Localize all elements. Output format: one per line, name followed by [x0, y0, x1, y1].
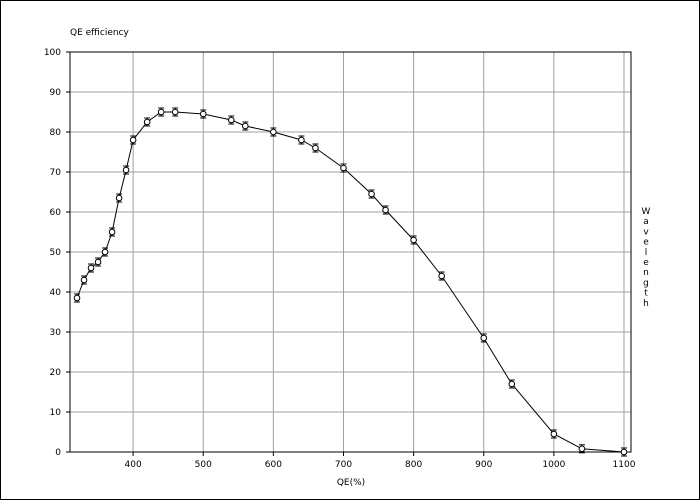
y-tick-label: 60 — [50, 208, 62, 218]
data-point — [340, 164, 347, 172]
data-point — [242, 122, 249, 130]
y-tick-label: 30 — [50, 328, 62, 338]
y-tick-label: 90 — [50, 88, 62, 98]
y-tick-label: 100 — [44, 48, 61, 58]
data-point — [73, 294, 81, 302]
grid — [70, 52, 631, 452]
data-point — [620, 448, 628, 456]
data-point — [157, 108, 165, 116]
x-tick-label: 600 — [265, 460, 282, 470]
y-tick-label: 10 — [50, 408, 62, 418]
y-tick-label: 70 — [50, 168, 62, 178]
data-point — [382, 206, 389, 214]
series-line — [76, 111, 625, 453]
data-point — [550, 430, 558, 438]
x-tick-label: 400 — [125, 460, 142, 470]
x-tick-label: 700 — [335, 460, 352, 470]
data-point — [115, 194, 123, 202]
y-tick-label: 0 — [55, 448, 61, 458]
data-point — [438, 272, 445, 280]
data-point — [298, 136, 305, 144]
data-point — [143, 118, 151, 126]
chart-title: QE efficiency — [70, 28, 130, 38]
data-point — [171, 108, 179, 116]
data-point — [578, 445, 586, 453]
data-point — [129, 136, 137, 144]
y-tick-label: 40 — [50, 288, 62, 298]
x-tick-label: 800 — [405, 460, 422, 470]
x-axis-label: QE(%) — [337, 478, 365, 488]
data-point — [480, 334, 488, 342]
y-tick-label: 80 — [50, 128, 62, 138]
y-tick-label: 50 — [50, 248, 62, 258]
x-tick-label: 900 — [475, 460, 492, 470]
data-point — [108, 228, 116, 236]
data-point — [94, 258, 102, 266]
series-markers — [73, 107, 628, 457]
data-point — [312, 144, 319, 152]
data-point — [80, 276, 88, 284]
x-tick-label: 1000 — [542, 460, 565, 470]
data-point — [101, 248, 109, 256]
axis-ticks: 0 10 20 30 40 50 60 70 80 90 100 400 500 600 700 800 900… — [44, 48, 636, 470]
data-point — [122, 166, 130, 174]
x-tick-label: 1100 — [613, 460, 636, 470]
data-point — [270, 128, 277, 136]
data-point — [227, 116, 235, 124]
data-point — [508, 380, 516, 388]
data-point — [199, 110, 207, 118]
y-tick-label: 20 — [50, 368, 62, 378]
data-point — [87, 264, 95, 272]
data-point — [368, 190, 375, 198]
x-tick-label: 500 — [195, 460, 212, 470]
data-point — [410, 236, 417, 244]
